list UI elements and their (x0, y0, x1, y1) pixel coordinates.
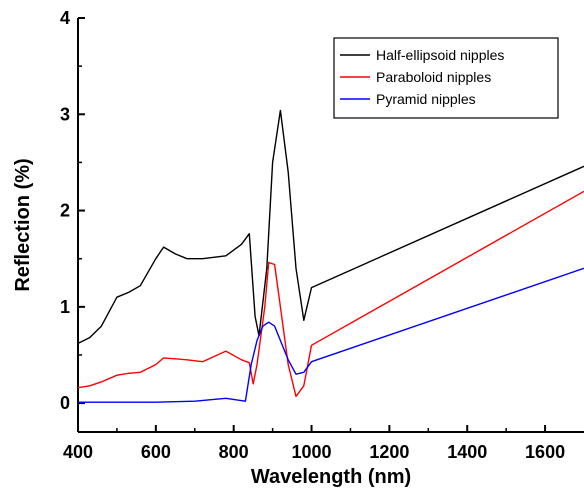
legend-box (333, 37, 559, 119)
x-tick-label: 1200 (369, 442, 409, 462)
x-axis-title: Wavelength (nm) (251, 466, 411, 488)
series-line-3 (78, 267, 584, 403)
y-tick-label: 2 (60, 201, 70, 221)
x-tick-label: 600 (141, 442, 171, 462)
y-axis-title: Reflection (%) (12, 158, 34, 291)
x-tick-label: 400 (63, 442, 93, 462)
series-line-2 (78, 190, 584, 398)
series-line-1 (78, 109, 584, 345)
x-tick-label: 1600 (525, 442, 565, 462)
x-tick-label: 800 (219, 442, 249, 462)
legend-label: Paraboloid nipples (376, 69, 491, 85)
x-tick-label: 1000 (292, 442, 332, 462)
y-tick-label: 1 (60, 297, 70, 317)
x-tick-label: 1400 (447, 442, 487, 462)
legend-label: Half-ellipsoid nipples (376, 47, 504, 63)
y-tick-label: 0 (60, 393, 70, 413)
y-tick-label: 3 (60, 104, 70, 124)
y-tick-label: 4 (60, 8, 70, 28)
legend-label: Pyramid nipples (376, 91, 476, 107)
